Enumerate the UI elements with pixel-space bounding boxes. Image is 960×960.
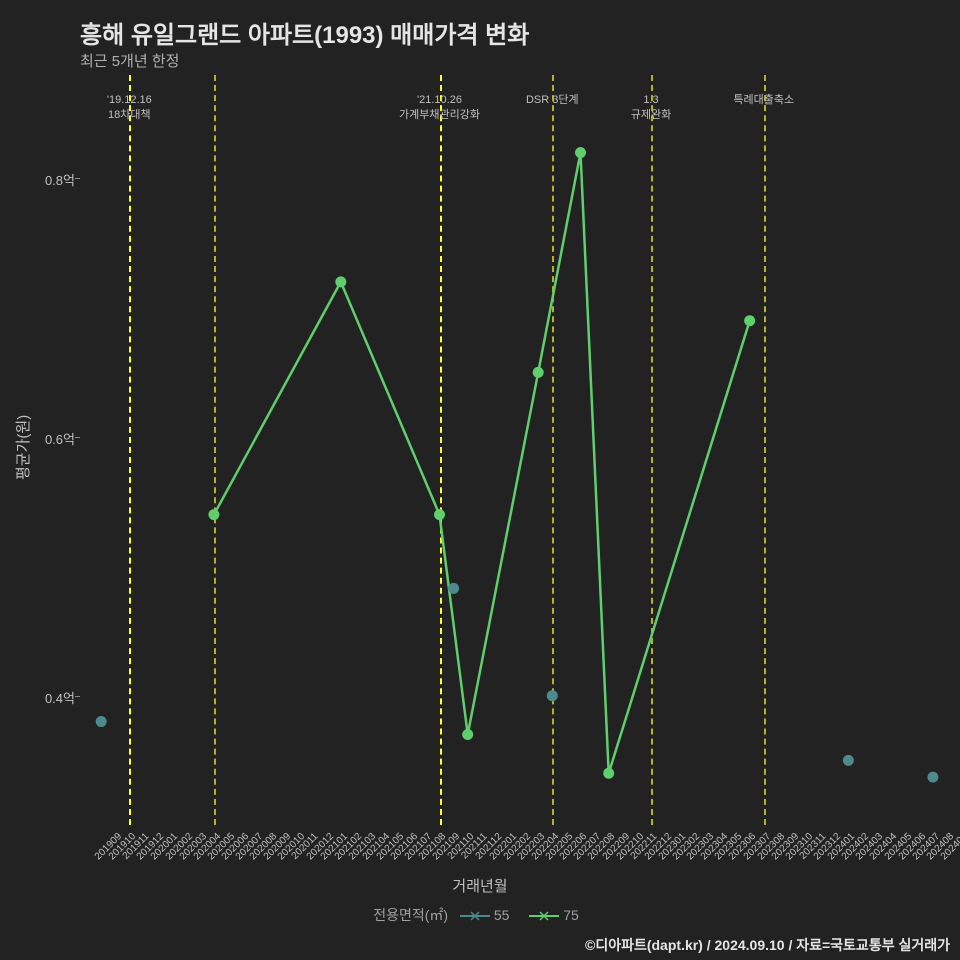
legend-marker-75-icon — [529, 909, 559, 923]
legend: 전용면적(㎡) 55 75 — [0, 905, 960, 925]
y-axis-label: 평균가(원) — [12, 415, 33, 480]
legend-label-55: 55 — [494, 907, 510, 923]
chart-subtitle: 최근 5개년 한정 — [80, 50, 179, 71]
y-tick-label: 0.8억 — [45, 170, 75, 189]
series-75-line — [214, 153, 750, 774]
footer-credit: ©디아파트(dapt.kr) / 2024.09.10 / 자료=국토교통부 실… — [585, 935, 950, 955]
series-75-point — [604, 768, 614, 778]
series-55-point — [547, 691, 557, 701]
legend-item-55: 55 — [460, 907, 509, 923]
series-75-point — [745, 316, 755, 326]
series-75-point — [575, 148, 585, 158]
legend-title: 전용면적(㎡) — [373, 907, 448, 923]
series-75-point — [336, 277, 346, 287]
x-axis-label: 거래년월 — [0, 875, 960, 896]
y-tick-label: 0.4억 — [45, 688, 75, 707]
plot-svg — [80, 75, 940, 825]
legend-label-75: 75 — [563, 907, 579, 923]
legend-marker-55-icon — [460, 909, 490, 923]
series-75-point — [463, 729, 473, 739]
series-75-point — [435, 510, 445, 520]
legend-item-75: 75 — [529, 907, 578, 923]
chart-title: 흥해 유일그랜드 아파트(1993) 매매가격 변화 — [80, 15, 529, 50]
series-75-point — [533, 367, 543, 377]
y-tick-label: 0.6억 — [45, 429, 75, 448]
series-75-point — [209, 510, 219, 520]
series-55-point — [928, 772, 938, 782]
series-55-point — [449, 583, 459, 593]
series-55-point — [843, 755, 853, 765]
series-55-point — [96, 717, 106, 727]
chart-container: 흥해 유일그랜드 아파트(1993) 매매가격 변화 최근 5개년 한정 평균가… — [0, 0, 960, 960]
